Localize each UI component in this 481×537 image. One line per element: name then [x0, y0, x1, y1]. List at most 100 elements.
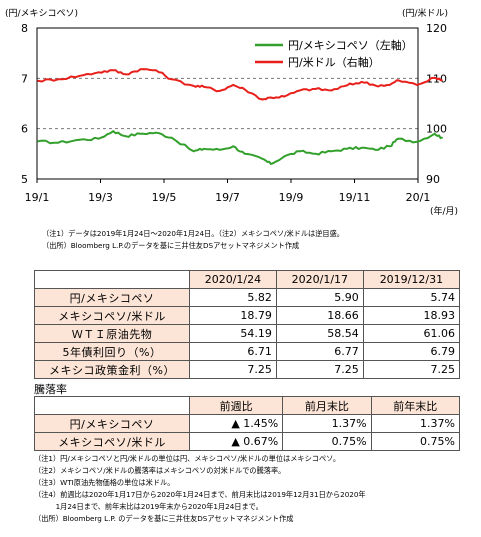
row-label: 5年債利回り（%）	[34, 342, 190, 361]
row-label: 円/メキシコペソ	[34, 414, 190, 433]
series-line-mxn-jpy	[37, 130, 443, 165]
row-label: メキシコペソ/米ドル	[34, 432, 190, 451]
left-tick-label: 7	[21, 72, 28, 85]
table-cell: 61.06	[362, 324, 461, 343]
data-point-mxn-jpy	[346, 147, 348, 150]
table-corner-cell	[34, 396, 190, 415]
right-tick-label: 100	[426, 123, 447, 136]
data-point-usd-jpy	[78, 74, 81, 77]
data-point-mxn-jpy	[218, 148, 221, 151]
table-cell: 0.75%	[370, 432, 461, 451]
table-cell: 18.66	[275, 306, 364, 325]
change-rate-title: 騰落率	[34, 383, 67, 396]
change-rate-table: 前週比 前月末比 前年末比 円/メキシコペソ ▲ 1.45% 1.37% 1.3…	[34, 396, 461, 451]
data-point-usd-jpy	[416, 84, 418, 86]
data-point-usd-jpy	[388, 84, 391, 86]
data-point-mxn-jpy	[397, 137, 400, 140]
data-point-usd-jpy	[170, 78, 173, 81]
data-point-mxn-jpy	[124, 135, 127, 138]
data-point-mxn-jpy	[441, 136, 443, 139]
footnote-3: （注3）WTI原油先物価格の単位は米ドル。	[34, 478, 175, 487]
x-tick-label: 19/1	[25, 191, 50, 204]
table-cell: 7.25	[362, 360, 461, 379]
row-label: メキシコ政策金利（%）	[34, 360, 190, 379]
data-point-usd-jpy	[203, 86, 205, 88]
table-cell: 18.93	[362, 306, 461, 325]
legend-label-peso: 円/メキシコペソ（左軸）	[288, 38, 413, 52]
table-row: メキシコ政策金利（%） 7.25 7.25 7.25	[34, 360, 461, 379]
table-cell: 1.37%	[370, 414, 461, 433]
table-header: 2020/1/17	[275, 270, 364, 289]
table-cell: 18.79	[189, 306, 277, 325]
data-point-usd-jpy	[314, 88, 317, 90]
data-point-mxn-jpy	[97, 137, 100, 140]
table-header: 前週比	[188, 396, 284, 415]
data-point-mxn-jpy	[283, 155, 286, 158]
gridlines	[37, 77, 418, 130]
data-point-usd-jpy	[283, 95, 286, 98]
data-point-usd-jpy	[261, 98, 264, 101]
table-row: メキシコペソ/米ドル 18.79 18.66 18.93	[34, 306, 461, 325]
data-point-mxn-jpy	[243, 152, 246, 155]
legend: 円/メキシコペソ（左軸） 円/米ドル（右軸）	[255, 38, 413, 69]
footnote-2: （注2）メキシコペソ/米ドルの騰落率はメキシコペソの対米ドルでの騰落率。	[34, 466, 286, 475]
table-row: メキシコペソ/米ドル ▲ 0.67% 0.75% 0.75%	[34, 432, 461, 451]
footnote-1: （注1）円/メキシコペソと円/米ドルの単位は円、メキシコペソ/米ドルの単位はメキ…	[34, 454, 341, 463]
table-row: 円/メキシコペソ ▲ 1.45% 1.37% 1.37%	[34, 414, 461, 433]
table-cell: 6.79	[362, 342, 461, 361]
table-cell: 6.71	[189, 342, 277, 361]
data-point-usd-jpy	[346, 84, 348, 87]
table-row: ＷＴＩ原油先物 54.19 58.54 61.06	[34, 324, 461, 343]
right-tick-label: 90	[426, 173, 440, 186]
data-point-usd-jpy	[397, 79, 400, 82]
table-row: 5年債利回り（%） 6.71 6.77 6.79	[34, 342, 461, 361]
data-point-mxn-jpy	[269, 163, 272, 165]
chart-note-1: （注1）データは2019年1月24日～2020年1月24日。（注2）メキシコペソ…	[42, 229, 344, 238]
data-point-usd-jpy	[112, 69, 115, 72]
x-tick-label: 19/11	[339, 191, 371, 204]
data-point-usd-jpy	[192, 85, 195, 87]
table-header: 前月末比	[282, 396, 372, 415]
table-cell: 6.77	[275, 342, 364, 361]
table-cell: 7.25	[189, 360, 277, 379]
data-point-usd-jpy	[155, 69, 157, 72]
table-cell: 0.75%	[282, 432, 372, 451]
x-tick-label: 19/5	[152, 191, 177, 204]
table-cell: 54.19	[189, 324, 277, 343]
data-point-mxn-jpy	[112, 130, 115, 133]
table-row: 円/メキシコペソ 5.82 5.90 5.74	[34, 288, 461, 307]
table-cell: 5.90	[275, 288, 364, 307]
series-line-usd-jpy	[37, 68, 443, 101]
row-label: 円/メキシコペソ	[34, 288, 190, 307]
market-data-table: 2020/1/24 2020/1/17 2019/12/31 円/メキシコペソ …	[34, 270, 461, 379]
table-cell: 5.82	[189, 288, 277, 307]
legend-label-usd: 円/米ドル（右軸）	[288, 55, 380, 69]
left-tick-label: 6	[21, 123, 28, 136]
right-axis-label: (円/米ドル)	[402, 7, 448, 19]
data-point-mxn-jpy	[433, 132, 436, 135]
row-label: メキシコペソ/米ドル	[34, 306, 190, 325]
data-point-mxn-jpy	[78, 138, 81, 141]
x-tick-label: 19/3	[88, 191, 113, 204]
data-point-usd-jpy	[37, 79, 39, 82]
data-point-usd-jpy	[330, 89, 333, 92]
left-axis-label: (円/メキシコペソ)	[5, 8, 78, 19]
table-header: 2019/12/31	[362, 270, 461, 289]
data-point-mxn-jpy	[388, 145, 391, 148]
table-cell: 58.54	[275, 324, 364, 343]
data-point-mxn-jpy	[170, 136, 173, 139]
data-point-usd-jpy	[433, 76, 436, 79]
x-axis-ticks: 19/1 19/3 19/5 19/7 19/9 19/11 20/1	[25, 179, 430, 204]
table-corner-cell	[34, 270, 190, 289]
data-point-usd-jpy	[232, 84, 235, 86]
table-cell: 5.74	[362, 288, 461, 307]
data-point-usd-jpy	[441, 79, 443, 82]
data-point-usd-jpy	[124, 73, 127, 76]
table-cell: 1.37%	[282, 414, 372, 433]
data-point-mxn-jpy	[314, 152, 317, 155]
series-layer	[37, 68, 443, 165]
data-point-mxn-jpy	[416, 140, 418, 143]
data-point-mxn-jpy	[57, 141, 59, 144]
